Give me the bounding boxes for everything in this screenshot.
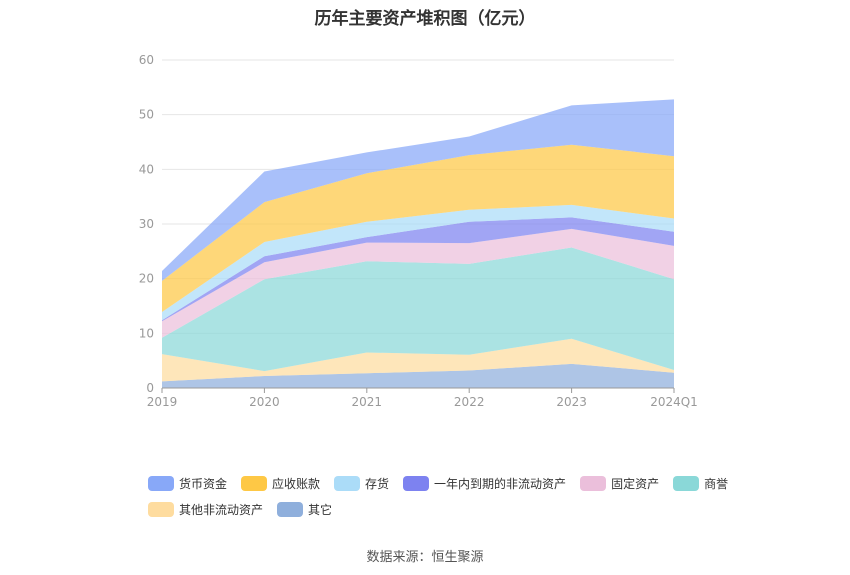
legend-item[interactable]: 其它 xyxy=(277,496,332,522)
legend-item[interactable]: 其他非流动资产 xyxy=(148,496,263,522)
area-series-其它 xyxy=(162,363,674,388)
legend-item[interactable]: 应收账款 xyxy=(241,470,320,496)
x-tick-label: 2024Q1 xyxy=(650,395,698,409)
x-tick-label: 2022 xyxy=(454,395,485,409)
legend-swatch xyxy=(148,501,174,517)
y-tick-label: 10 xyxy=(139,326,154,340)
legend-item[interactable]: 一年内到期的非流动资产 xyxy=(403,470,566,496)
legend: 货币资金 应收账款 存货 一年内到期的非流动资产 固定资产 商誉其他非流动资产 其它 xyxy=(148,470,748,522)
legend-swatch xyxy=(148,475,174,491)
legend-item[interactable]: 存货 xyxy=(334,470,389,496)
legend-label: 存货 xyxy=(365,476,390,491)
legend-swatch xyxy=(673,475,700,491)
area-series-其他非流动资产 xyxy=(162,338,674,382)
x-tick-label: 2021 xyxy=(352,395,383,409)
x-tick-label: 2019 xyxy=(147,395,178,409)
y-tick-label: 20 xyxy=(139,272,154,286)
legend-label: 一年内到期的非流动资产 xyxy=(434,476,567,491)
legend-swatch xyxy=(334,475,361,491)
y-tick-label: 40 xyxy=(139,162,154,176)
legend-item[interactable]: 商誉 xyxy=(673,470,728,496)
legend-label: 其他非流动资产 xyxy=(179,502,264,517)
legend-swatch xyxy=(241,475,268,491)
y-tick-label: 50 xyxy=(139,108,154,122)
legend-label: 商誉 xyxy=(704,476,729,491)
legend-label: 货币资金 xyxy=(179,476,228,491)
legend-label: 固定资产 xyxy=(611,476,660,491)
area-series-存货 xyxy=(162,204,674,321)
y-tick-label: 30 xyxy=(139,217,154,231)
legend-swatch xyxy=(277,501,304,517)
legend-swatch xyxy=(403,475,430,491)
y-tick-label: 60 xyxy=(139,53,154,67)
area-series xyxy=(162,99,674,388)
legend-item[interactable]: 货币资金 xyxy=(148,470,227,496)
legend-swatch xyxy=(580,475,607,491)
area-series-应收账款 xyxy=(162,144,674,312)
y-tick-label: 0 xyxy=(146,381,154,395)
area-series-商誉 xyxy=(162,247,674,372)
chart-title: 历年主要资产堆积图（亿元） xyxy=(314,9,536,29)
x-tick-label: 2023 xyxy=(556,395,587,409)
area-series-固定资产 xyxy=(162,228,674,338)
legend-label: 其它 xyxy=(308,502,333,517)
area-series-一年内到期的非流动资产 xyxy=(162,217,674,322)
area-series-货币资金 xyxy=(162,99,674,281)
data-source: 数据来源：恒生聚源 xyxy=(366,550,484,565)
legend-label: 应收账款 xyxy=(272,476,321,491)
x-tick-label: 2020 xyxy=(249,395,280,409)
axes: 0 10 20 30 40 50 60 2019 2020 2021 2022 2023 2024Q1 xyxy=(139,53,698,409)
legend-item[interactable]: 固定资产 xyxy=(580,470,659,496)
